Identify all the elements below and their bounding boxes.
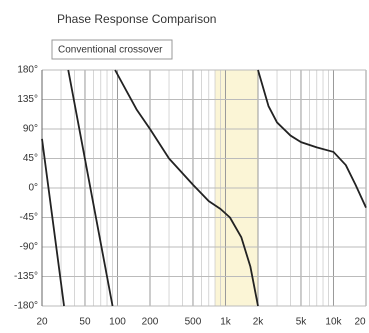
y-tick-label: 45°	[23, 153, 38, 164]
x-tick-label: 2k	[253, 317, 265, 328]
phase-line	[41, 69, 367, 307]
y-tick-label: 135°	[17, 94, 38, 105]
y-tick-label: -135°	[14, 271, 38, 282]
y-tick-label: -180°	[14, 301, 38, 312]
x-tick-label: 100	[109, 317, 126, 328]
y-tick-label: 180°	[17, 65, 38, 76]
x-tick-label: 20	[36, 317, 48, 328]
y-tick-label: -45°	[20, 212, 38, 223]
y-tick-label: 0°	[28, 183, 38, 194]
x-tick-label: 50	[79, 317, 91, 328]
x-tick-label: 1k	[220, 317, 232, 328]
x-tick-label: 5k	[296, 317, 308, 328]
legend-label: Conventional crossover	[58, 45, 163, 56]
x-tick-label: 200	[142, 317, 159, 328]
x-tick-label: 10k	[325, 317, 342, 328]
chart-title: Phase Response Comparison	[57, 12, 216, 26]
x-tick-label: 20	[354, 317, 366, 328]
legend-box	[51, 39, 173, 60]
x-tick-label: 500	[185, 317, 202, 328]
y-tick-label: 90°	[23, 124, 38, 135]
y-tick-label: -90°	[20, 242, 38, 253]
